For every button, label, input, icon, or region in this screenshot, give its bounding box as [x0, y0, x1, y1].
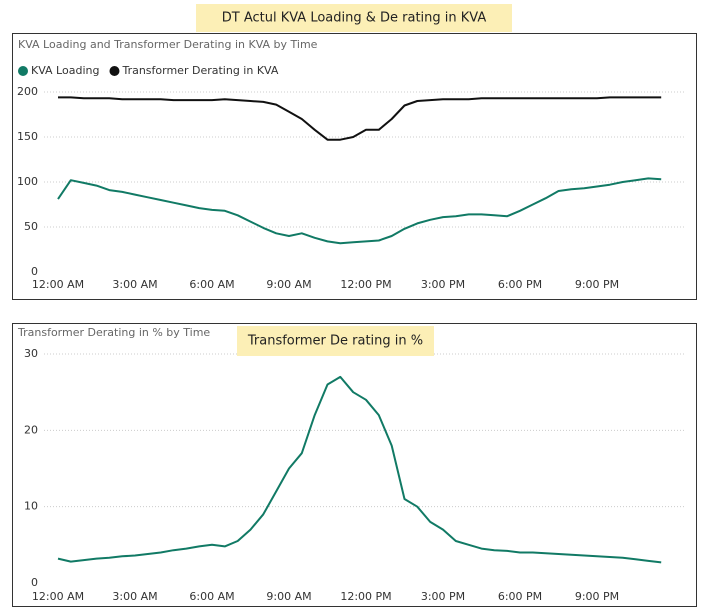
data-line: [58, 96, 662, 141]
x-tick-label: 12:00 AM: [32, 590, 84, 603]
y-tick-label: 100: [17, 175, 38, 188]
x-tick-label: 6:00 PM: [498, 590, 542, 603]
annotation: Transformer De rating in %: [247, 334, 423, 349]
y-tick-label: 150: [17, 130, 38, 143]
data-line: [57, 375, 662, 564]
x-tick-label: 3:00 PM: [421, 278, 465, 291]
annotation: DT Actul KVA Loading & De rating in KVA: [222, 11, 487, 26]
x-tick-label: 9:00 PM: [575, 590, 619, 603]
legend-label: KVA Loading: [31, 64, 99, 77]
x-tick-label: 3:00 AM: [112, 590, 157, 603]
x-tick-label: 12:00 AM: [32, 278, 84, 291]
annotation-box: [237, 326, 434, 356]
legend-marker: [109, 66, 120, 76]
chart-frame: [12, 323, 697, 607]
chart-title: Transformer Derating in % by Time: [17, 326, 210, 339]
chart-title: KVA Loading and Transformer Derating in …: [18, 38, 318, 51]
annotation-box: [196, 4, 512, 32]
x-tick-label: 6:00 AM: [189, 278, 234, 291]
x-tick-label: 6:00 PM: [498, 278, 542, 291]
x-tick-label: 3:00 AM: [112, 278, 157, 291]
y-tick-label: 10: [24, 500, 38, 513]
data-line: [57, 177, 662, 245]
y-tick-label: 0: [31, 576, 38, 589]
x-tick-label: 9:00 AM: [266, 590, 311, 603]
x-tick-label: 12:00 PM: [340, 278, 391, 291]
x-tick-label: 9:00 AM: [266, 278, 311, 291]
y-tick-label: 200: [17, 85, 38, 98]
legend-marker: [18, 66, 28, 76]
chart-frame: [12, 33, 697, 300]
y-tick-label: 50: [24, 220, 38, 233]
y-tick-label: 20: [24, 423, 38, 436]
x-tick-label: 3:00 PM: [421, 590, 465, 603]
x-tick-label: 12:00 PM: [340, 590, 391, 603]
legend-label: Transformer Derating in KVA: [121, 64, 278, 77]
y-tick-label: 0: [31, 265, 38, 278]
x-tick-label: 6:00 AM: [189, 590, 234, 603]
x-tick-label: 9:00 PM: [575, 278, 619, 291]
y-tick-label: 30: [24, 347, 38, 360]
